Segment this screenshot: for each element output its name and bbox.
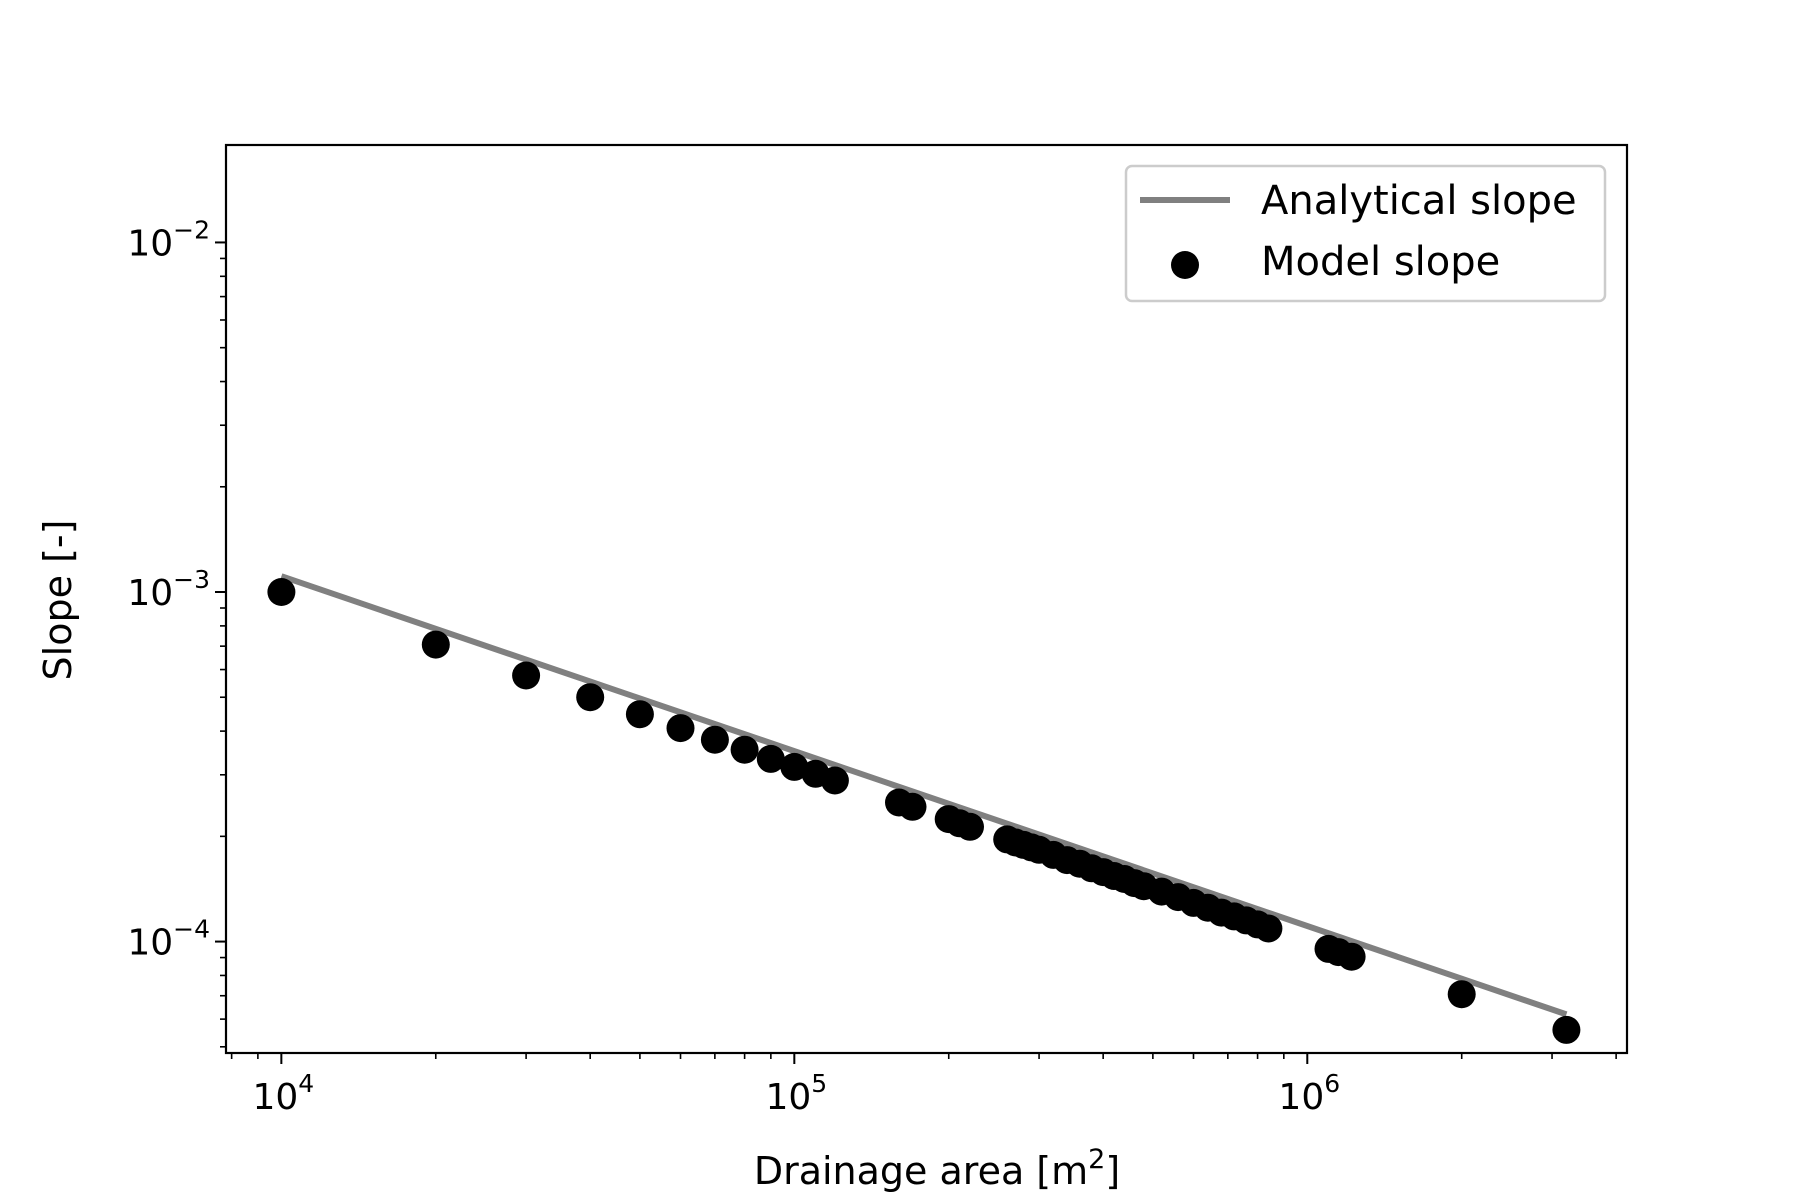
model-slope-point xyxy=(1254,914,1283,943)
x-tick-label: 106 xyxy=(1278,1069,1340,1118)
legend-model-slope-label: Model slope xyxy=(1261,239,1500,285)
model-slope-point xyxy=(576,683,605,712)
x-axis-label: Drainage area [m2] xyxy=(754,1144,1120,1193)
model-slope-point xyxy=(820,766,849,795)
model-slope-point xyxy=(267,578,296,606)
model-slope-point xyxy=(780,752,809,781)
analytical-slope-line xyxy=(280,573,1568,1018)
model-slope-point xyxy=(898,792,927,821)
x-tick-label: 104 xyxy=(252,1069,314,1118)
model-slope-point xyxy=(1337,942,1366,971)
model-slope-point xyxy=(666,714,695,743)
plot-frame xyxy=(224,143,1629,1055)
model-slope-point xyxy=(512,661,541,690)
model-slope-point xyxy=(625,700,654,729)
y-tick-label: 10−3 xyxy=(127,565,210,614)
plot-marks xyxy=(267,573,1581,1044)
model-slope-point xyxy=(756,744,785,773)
model-slope-point xyxy=(1552,1015,1581,1044)
major-ticks xyxy=(215,241,1309,1064)
legend: Analytical slope Model slope xyxy=(1124,164,1607,303)
legend-model-slope-swatch xyxy=(1171,251,1199,279)
y-axis-label: Slope [-] xyxy=(36,520,80,681)
y-tick-label: 10−4 xyxy=(127,915,210,964)
model-slope-point xyxy=(700,725,729,754)
x-tick-label: 105 xyxy=(765,1069,827,1118)
legend-box xyxy=(1124,164,1607,303)
model-slope-point xyxy=(421,630,450,659)
model-slope-point xyxy=(1447,980,1476,1009)
legend-analytical-slope-label: Analytical slope xyxy=(1261,178,1577,224)
model-slope-point xyxy=(956,812,984,841)
tick-labels: 104 105 106 10−4 10−3 10−2 xyxy=(127,215,1340,1118)
y-tick-label: 10−2 xyxy=(127,215,210,264)
model-slope-point xyxy=(730,735,759,764)
